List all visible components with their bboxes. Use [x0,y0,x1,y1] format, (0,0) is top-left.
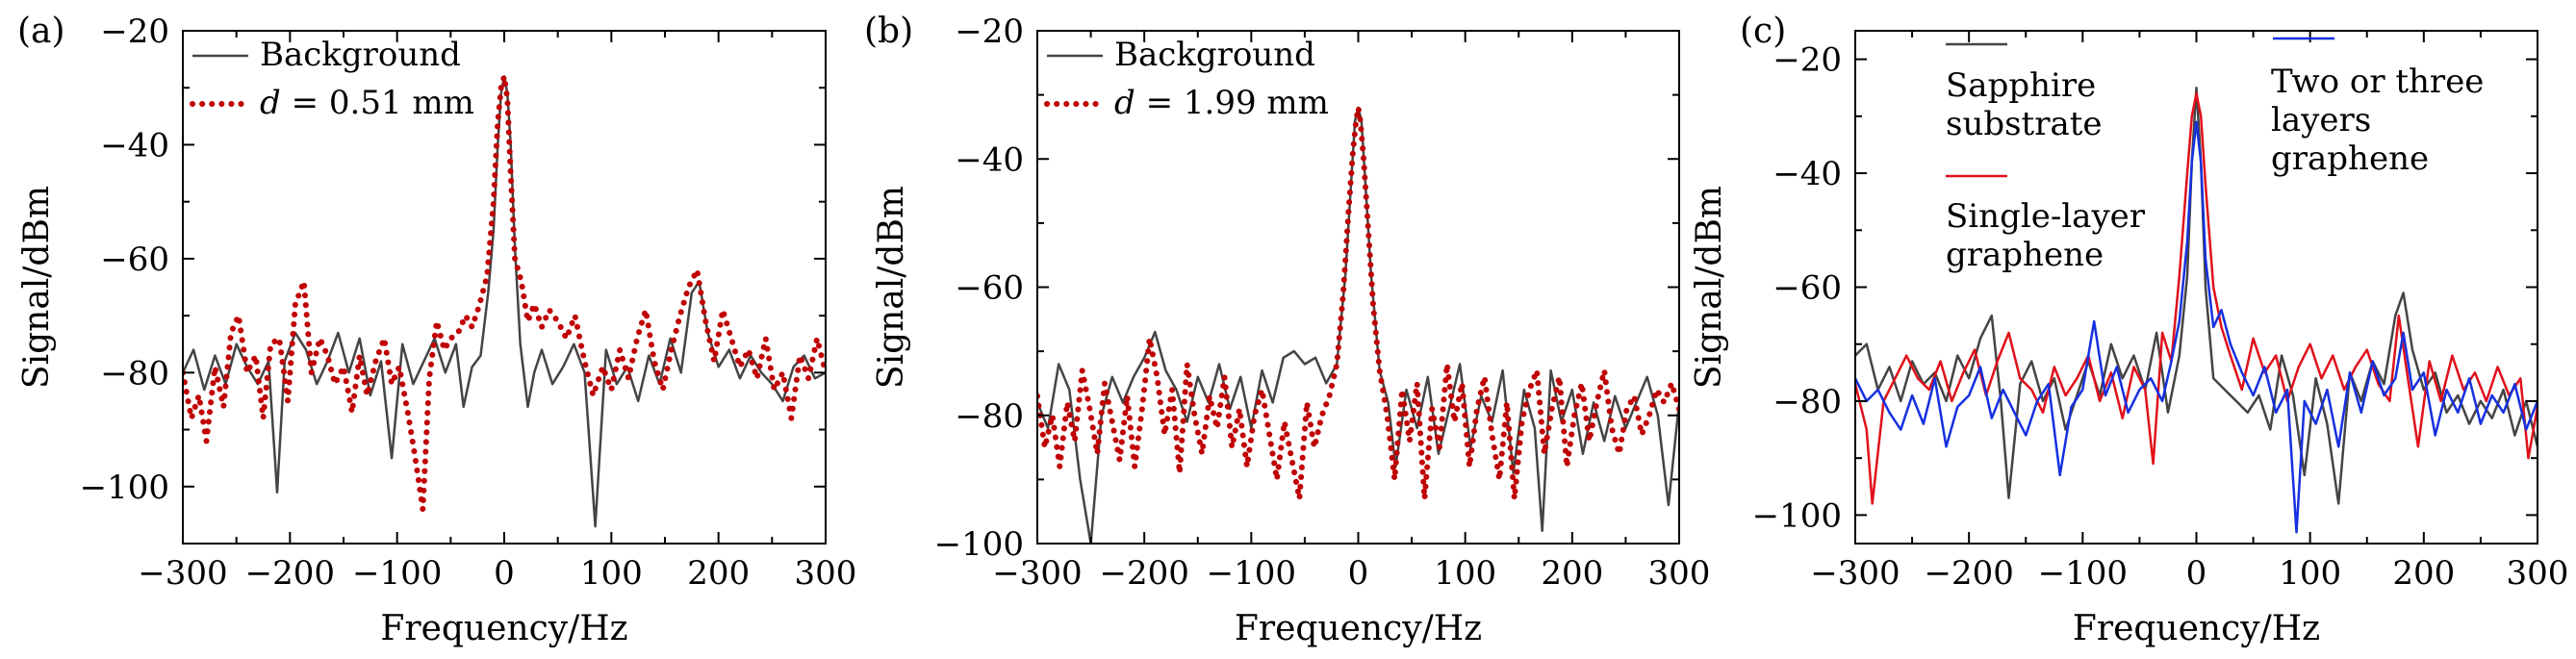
series-line-sapphire [1855,86,2538,505]
x-tick-label: −200 [245,554,335,593]
series-line-background [1037,106,1679,544]
y-tick-label: −100 [80,469,169,507]
y-tick-label: −100 [934,525,1024,564]
y-tick-label: −20 [100,13,169,51]
y-tick-label: −40 [955,140,1024,179]
x-tick-label: −200 [1099,554,1188,593]
series-line-sample [183,73,826,513]
chart-panel-0: (a) −300 −200 −100 0 100 200 300 −100 −80 −60 −40 −2… [17,12,856,648]
legend-label-single: graphene [1946,236,2104,274]
legend-label-multi: Two or three [2271,63,2484,101]
legend: Background d = 0.51 mm [190,36,474,122]
x-axis-title: Frequency/Hz [380,609,627,648]
y-tick-label: −80 [955,397,1024,436]
y-axis-title: Signal/dBm [872,186,911,389]
y-tick-label: −100 [1752,496,1842,535]
legend-var: d [1114,84,1135,122]
x-tick-label: 0 [494,554,515,593]
y-tick-label: −20 [1773,41,1842,80]
legend-label-multi: layers [2271,101,2371,139]
y-tick-label: −80 [100,354,169,393]
x-tick-label: 200 [2392,554,2455,593]
x-tick-label: 100 [1434,554,1496,593]
legend-eq: = [1135,84,1184,122]
legend-value: 0.51 mm [329,84,474,122]
x-tick-label: 0 [1348,554,1369,593]
legend-value: 1.99 mm [1184,84,1329,122]
legend-label-sapphire: Sapphire [1946,66,2096,105]
chart-panel-2: (c) −300 −200 −100 0 100 200 300 −100 −80 −60 −40 −2… [1690,12,2568,648]
x-tick-label: 200 [1541,554,1603,593]
x-tick-label: −100 [2038,554,2128,593]
y-tick-label: −60 [955,269,1024,308]
x-axis-title: Frequency/Hz [2073,609,2320,648]
series-line-sample [1037,104,1679,502]
y-axis-title: Signal/dBm [1690,186,1729,389]
x-tick-label: 100 [580,554,643,593]
legend-label-background: Background [260,36,461,74]
x-tick-label: 200 [687,554,750,593]
x-tick-label: 100 [2279,554,2341,593]
legend: SapphiresubstrateSingle-layergrapheneTwo… [1946,37,2484,274]
legend: Background d = 1.99 mm [1044,36,1329,122]
panel-label: (c) [1740,12,1786,51]
x-tick-label: −100 [352,554,442,593]
legend-label-sample: d = 1.99 mm [1114,84,1329,122]
panel-label: (a) [17,12,65,51]
series-line-multi [1855,120,2538,534]
x-tick-label: −100 [1207,554,1296,593]
legend-label-background: Background [1114,36,1315,74]
chart-panel-1: (b) −300 −200 −100 0 100 200 300 −100 −80 −60 −40 −2… [864,12,1710,648]
x-tick-label: 300 [2507,554,2569,593]
panel-label: (b) [864,12,913,51]
y-tick-label: −60 [1773,269,1842,308]
legend-label-sapphire: substrate [1946,105,2103,143]
legend-eq: = [281,84,329,122]
y-tick-label: −80 [1773,383,1842,421]
series-line-background [183,75,826,528]
y-axis-title: Signal/dBm [17,186,57,389]
y-tick-label: −60 [100,241,169,279]
x-tick-label: −200 [1924,554,2013,593]
x-tick-label: 300 [795,554,857,593]
series-line-single [1855,91,2538,505]
legend-label-multi: graphene [2271,139,2429,178]
legend-label-sample: d = 0.51 mm [260,84,474,122]
x-tick-label: 300 [1648,554,1711,593]
x-axis-title: Frequency/Hz [1235,609,1482,648]
legend-label-single: Single-layer [1946,197,2146,236]
x-tick-label: 0 [2186,554,2207,593]
y-tick-label: −40 [100,126,169,165]
x-tick-label: −300 [138,554,227,593]
legend-var: d [260,84,281,122]
x-tick-label: −300 [992,554,1082,593]
y-tick-label: −20 [955,13,1024,51]
x-tick-label: −300 [1810,554,1900,593]
y-tick-label: −40 [1773,155,1842,193]
